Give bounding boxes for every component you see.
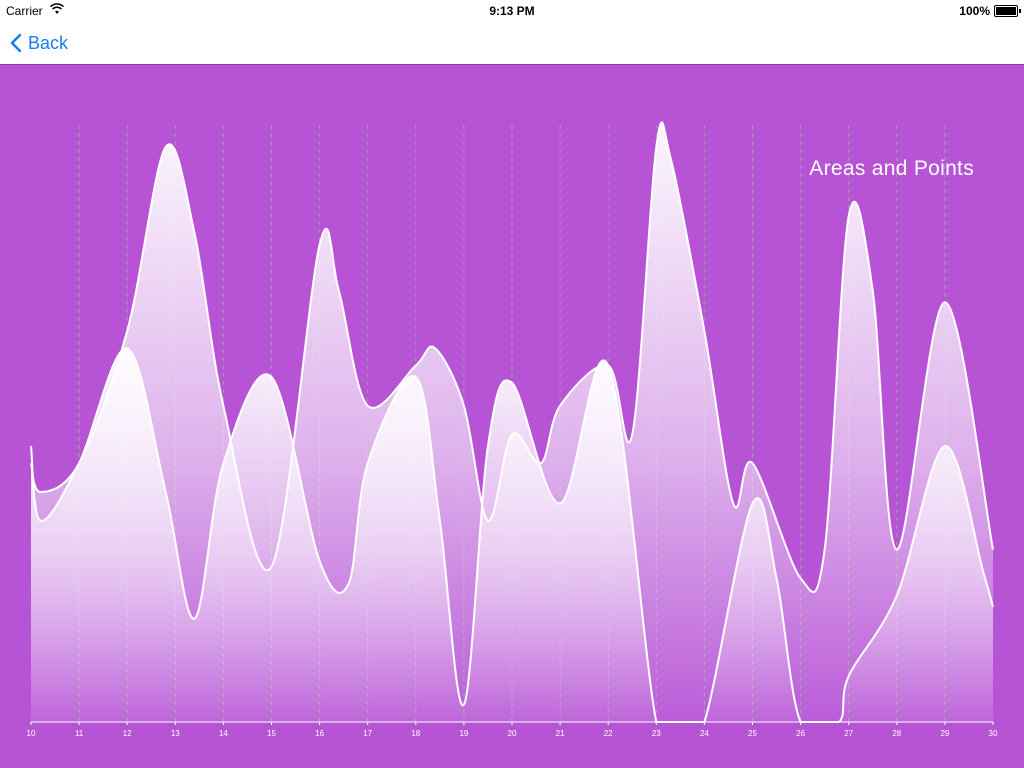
x-tick-label: 28 <box>892 729 901 738</box>
x-tick-label: 22 <box>604 729 613 738</box>
x-tick-label: 14 <box>219 729 228 738</box>
chart-title: Areas and Points <box>809 157 974 180</box>
x-tick-label: 27 <box>844 729 853 738</box>
clock-time: 9:13 PM <box>489 4 535 18</box>
x-tick-label: 13 <box>171 729 180 738</box>
x-tick-label: 24 <box>700 729 709 738</box>
x-tick-label: 19 <box>459 729 468 738</box>
area-chart: 10 11 12 13 14 15 16 17 18 19 20 21 22 23 24 25 26 27 28 29… <box>27 121 998 738</box>
battery-icon <box>994 5 1021 17</box>
back-button[interactable]: Back <box>10 31 68 55</box>
series-area-2 <box>31 348 993 722</box>
x-tick-label: 12 <box>123 729 132 738</box>
x-tick-label: 18 <box>411 729 420 738</box>
x-tick-label: 26 <box>796 729 805 738</box>
x-tick-label: 25 <box>748 729 757 738</box>
series-line-1 <box>30 121 994 593</box>
x-tick-label: 17 <box>363 729 372 738</box>
x-tick-label: 30 <box>989 729 998 738</box>
x-tick-label: 29 <box>940 729 949 738</box>
wifi-icon <box>49 3 65 18</box>
status-bar: Carrier 9:13 PM 100% <box>0 0 1024 22</box>
chevron-left-icon <box>10 33 22 53</box>
chart-container: 10 11 12 13 14 15 16 17 18 19 20 21 22 23 24 25 26 27 28 29… <box>0 65 1024 768</box>
navigation-bar: Back <box>0 22 1024 65</box>
x-tick-label: 21 <box>556 729 565 738</box>
x-tick-label: 16 <box>315 729 324 738</box>
x-tick-label: 11 <box>75 729 84 738</box>
battery-percent: 100% <box>959 4 990 18</box>
x-axis-ticks: 10 11 12 13 14 15 16 17 18 19 20 21 22 23 24 25 26 27 28 29… <box>27 722 998 738</box>
x-tick-label: 15 <box>267 729 276 738</box>
x-tick-label: 20 <box>508 729 517 738</box>
x-tick-label: 10 <box>27 729 36 738</box>
series-layer <box>30 121 994 723</box>
back-label: Back <box>28 32 69 53</box>
carrier-label: Carrier <box>6 4 43 18</box>
x-tick-label: 23 <box>652 729 661 738</box>
